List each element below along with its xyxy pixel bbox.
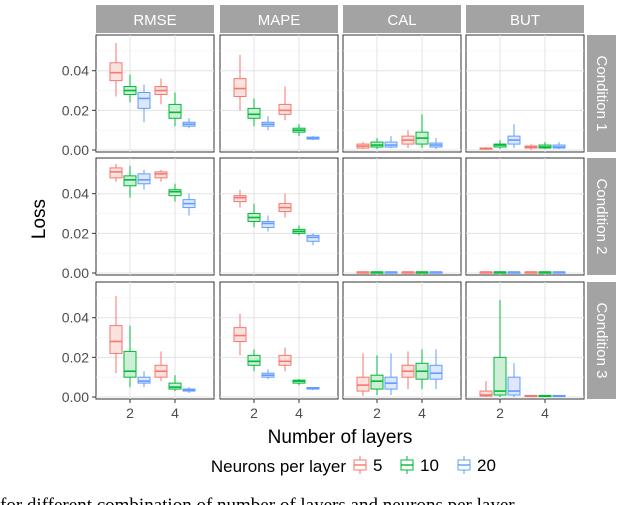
y-tick-label: 0.00 xyxy=(62,265,89,281)
panel-frame xyxy=(465,281,585,400)
box-body xyxy=(278,103,292,115)
row-strip-label: Condition 1 xyxy=(593,56,610,132)
legend-key: 20 xyxy=(457,456,496,475)
box-body xyxy=(507,376,521,396)
x-tick-label: 4 xyxy=(295,405,303,421)
legend-title: Neurons per layer xyxy=(211,457,346,476)
column-strip-label: MAPE xyxy=(258,12,301,29)
box-group xyxy=(109,295,196,394)
y-tick-label: 0.04 xyxy=(62,63,89,79)
box-body xyxy=(168,382,182,390)
x-tick-label: 4 xyxy=(418,405,426,421)
box-body xyxy=(306,234,320,242)
row-strip xyxy=(587,35,616,152)
legend: Neurons per layer 5 10 20 xyxy=(211,456,496,476)
facet-strips: RMSE MAPE CAL BUT Condition 1 Condition 2 Cond… xyxy=(96,5,616,399)
box-group xyxy=(479,271,566,274)
box-body xyxy=(109,62,123,82)
box-body xyxy=(137,376,151,384)
x-tick-label: 2 xyxy=(373,405,381,421)
box-group xyxy=(479,299,566,398)
legend-key: 10 xyxy=(400,456,439,475)
legend-key: 5 xyxy=(353,456,382,475)
box-body xyxy=(278,354,292,366)
legend-entry-label: 10 xyxy=(420,456,439,475)
row-strip xyxy=(587,282,616,399)
column-strip xyxy=(343,5,461,33)
box-body xyxy=(247,354,261,366)
box-body xyxy=(137,173,151,185)
facet-panel xyxy=(342,34,462,153)
box-body xyxy=(356,376,370,392)
facet-panel xyxy=(219,157,339,276)
legend-entry-label: 5 xyxy=(373,456,382,475)
box-body xyxy=(137,92,151,109)
box-body xyxy=(233,195,247,203)
box-body xyxy=(261,220,275,228)
box-body xyxy=(493,356,507,396)
box-body xyxy=(123,350,137,378)
x-axis-title: Number of layers xyxy=(268,427,413,448)
box-group xyxy=(356,114,443,150)
x-axis-ticks: 2 4 2 4 2 4 2 4 xyxy=(126,399,549,421)
facet-panel xyxy=(465,281,585,400)
box-group xyxy=(109,163,196,216)
column-strip xyxy=(220,5,338,33)
box-body xyxy=(109,325,123,354)
box-group xyxy=(356,271,443,274)
row-strip-label: Condition 2 xyxy=(593,179,610,255)
y-tick-label: 0.04 xyxy=(62,186,89,202)
column-strip-label: CAL xyxy=(387,12,416,29)
box-body xyxy=(479,390,493,397)
box-group xyxy=(479,124,566,151)
box-group xyxy=(109,42,196,129)
x-tick-label: 4 xyxy=(171,405,179,421)
y-tick-label: 0.00 xyxy=(62,142,89,158)
box-body xyxy=(123,175,137,187)
box-body xyxy=(370,374,384,390)
y-tick-label: 0.04 xyxy=(62,310,89,326)
y-tick-label: 0.00 xyxy=(62,389,89,405)
row-strip xyxy=(587,158,616,275)
facet-panel xyxy=(465,157,585,276)
y-tick-label: 0.02 xyxy=(62,102,89,118)
x-tick-label: 2 xyxy=(496,405,504,421)
panel-frame xyxy=(342,34,462,153)
y-axis-title: Loss xyxy=(29,199,50,239)
row-strip-label: Condition 3 xyxy=(593,303,610,379)
x-tick-label: 2 xyxy=(250,405,258,421)
box-group xyxy=(233,54,320,141)
box-group xyxy=(233,189,320,246)
column-strip-label: BUT xyxy=(510,12,540,29)
column-strip xyxy=(96,5,214,33)
box-group xyxy=(356,349,443,397)
box-group xyxy=(233,313,320,391)
y-tick-label: 0.02 xyxy=(62,225,89,241)
legend-entry-label: 20 xyxy=(477,456,496,475)
panel-frame xyxy=(465,34,585,153)
box-body xyxy=(233,327,247,342)
box-body xyxy=(247,107,261,119)
x-tick-label: 4 xyxy=(541,405,549,421)
facet-panels xyxy=(95,34,585,400)
box-body xyxy=(168,189,182,197)
column-strip xyxy=(466,5,584,33)
box-body xyxy=(233,78,247,97)
x-tick-label: 2 xyxy=(126,405,134,421)
facet-panel xyxy=(465,34,585,153)
box-body xyxy=(154,171,168,179)
box-body xyxy=(429,364,443,380)
facet-panel xyxy=(342,157,462,276)
box-body xyxy=(109,167,123,179)
y-tick-label: 0.02 xyxy=(62,349,89,365)
y-axis-ticks: 0.00 0.02 0.04 0.00 0.02 0.04 0.00 0.02 0.04 xyxy=(62,63,96,405)
caption-text: for different combination of number of l… xyxy=(0,495,515,505)
panel-frame xyxy=(465,157,585,276)
column-strip-label: RMSE xyxy=(133,12,176,29)
panel-frame xyxy=(342,157,462,276)
box-body xyxy=(168,103,182,119)
panel-frame xyxy=(219,157,339,276)
